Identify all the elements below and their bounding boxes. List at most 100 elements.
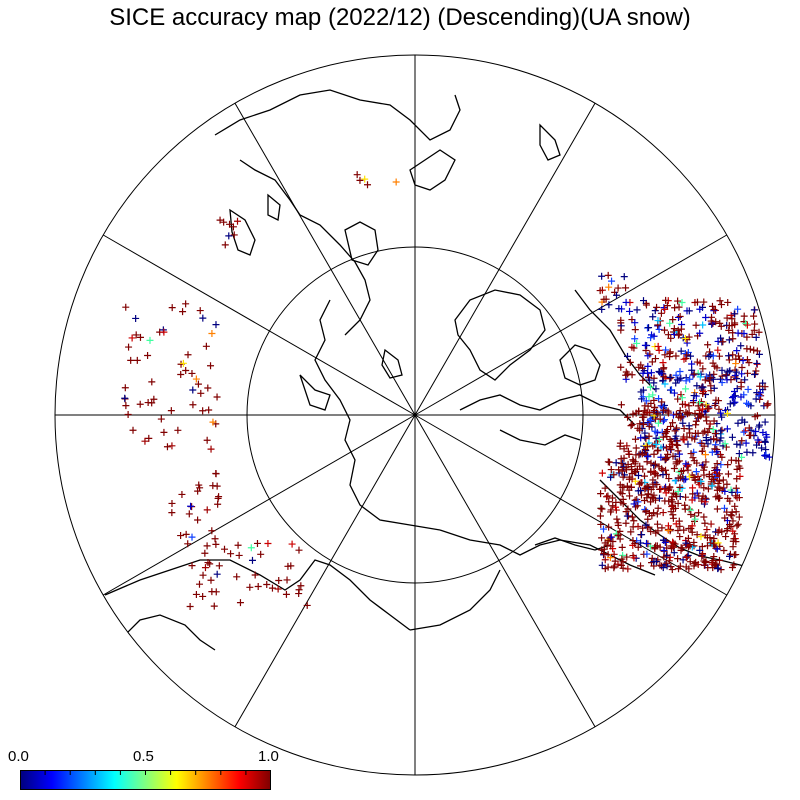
accuracy-marker (719, 476, 727, 484)
coastline (539, 123, 561, 161)
accuracy-marker (194, 380, 202, 388)
accuracy-marker (731, 398, 739, 406)
accuracy-marker (214, 500, 222, 508)
accuracy-marker (617, 316, 625, 324)
accuracy-marker (660, 547, 668, 555)
accuracy-marker (704, 341, 712, 349)
accuracy-marker (254, 583, 262, 591)
accuracy-marker (618, 543, 626, 551)
accuracy-marker (726, 497, 734, 505)
accuracy-marker (725, 356, 733, 364)
accuracy-marker (650, 396, 658, 404)
accuracy-marker (671, 304, 679, 312)
accuracy-marker (602, 295, 610, 303)
accuracy-marker (674, 499, 682, 507)
accuracy-marker (730, 388, 738, 396)
accuracy-marker (145, 434, 153, 442)
accuracy-marker (673, 424, 681, 432)
accuracy-marker (603, 541, 611, 549)
accuracy-marker (674, 313, 682, 321)
accuracy-marker (361, 175, 369, 183)
accuracy-marker (209, 418, 217, 426)
accuracy-marker (701, 531, 709, 539)
accuracy-marker (649, 391, 657, 399)
accuracy-marker (761, 383, 769, 391)
accuracy-marker (213, 393, 221, 401)
accuracy-marker (709, 425, 717, 433)
accuracy-marker (710, 384, 718, 392)
accuracy-marker (753, 347, 761, 355)
accuracy-marker (674, 331, 682, 339)
accuracy-marker (722, 443, 730, 451)
accuracy-marker (617, 561, 625, 569)
accuracy-marker (689, 454, 697, 462)
coastline (267, 193, 281, 221)
accuracy-marker (687, 510, 695, 518)
accuracy-marker (598, 305, 606, 313)
accuracy-marker (718, 453, 726, 461)
accuracy-marker (707, 520, 715, 528)
accuracy-marker (684, 534, 692, 542)
accuracy-marker (647, 485, 655, 493)
accuracy-marker (682, 563, 690, 571)
accuracy-marker (686, 558, 694, 566)
accuracy-marker (677, 467, 685, 475)
accuracy-marker (651, 415, 659, 423)
accuracy-marker (652, 557, 660, 565)
accuracy-marker (204, 384, 212, 392)
accuracy-marker (674, 474, 682, 482)
accuracy-marker (677, 546, 685, 554)
accuracy-marker (745, 359, 753, 367)
accuracy-marker (691, 476, 699, 484)
accuracy-marker (704, 542, 711, 550)
accuracy-marker (661, 326, 669, 334)
accuracy-marker (619, 551, 627, 559)
accuracy-marker (122, 402, 130, 410)
accuracy-marker (728, 394, 736, 402)
accuracy-marker (723, 376, 731, 384)
accuracy-marker (209, 482, 217, 490)
accuracy-marker (676, 533, 684, 541)
accuracy-marker (632, 467, 640, 475)
accuracy-marker (669, 514, 677, 522)
accuracy-marker (719, 338, 727, 346)
accuracy-marker (607, 542, 615, 550)
accuracy-marker (607, 506, 615, 514)
accuracy-marker (682, 539, 690, 547)
accuracy-marker (597, 504, 605, 512)
accuracy-marker (667, 334, 675, 342)
accuracy-marker (663, 433, 671, 441)
accuracy-marker (597, 490, 605, 498)
accuracy-marker (598, 561, 606, 569)
accuracy-marker (642, 397, 650, 405)
accuracy-marker (761, 437, 769, 445)
accuracy-marker (195, 580, 203, 588)
accuracy-marker (721, 487, 729, 495)
accuracy-marker (713, 486, 721, 494)
accuracy-marker (610, 550, 618, 558)
accuracy-marker (734, 520, 742, 528)
accuracy-marker (618, 467, 626, 475)
accuracy-marker (694, 402, 702, 410)
accuracy-marker (658, 398, 666, 406)
accuracy-marker (641, 472, 649, 480)
accuracy-marker (644, 453, 652, 461)
accuracy-marker (720, 504, 728, 512)
accuracy-marker (616, 442, 624, 450)
accuracy-marker (704, 440, 712, 448)
accuracy-marker (215, 562, 223, 570)
accuracy-marker (647, 459, 655, 467)
accuracy-marker (727, 456, 735, 464)
accuracy-marker (632, 451, 640, 459)
accuracy-marker (631, 335, 639, 343)
accuracy-marker (661, 429, 669, 437)
accuracy-marker (672, 371, 680, 379)
accuracy-marker (670, 389, 678, 397)
accuracy-marker (626, 492, 634, 500)
accuracy-marker (703, 526, 711, 534)
accuracy-marker (692, 468, 700, 476)
accuracy-marker (655, 346, 663, 354)
accuracy-marker (227, 550, 235, 558)
accuracy-marker (619, 500, 627, 508)
accuracy-marker (700, 466, 708, 474)
